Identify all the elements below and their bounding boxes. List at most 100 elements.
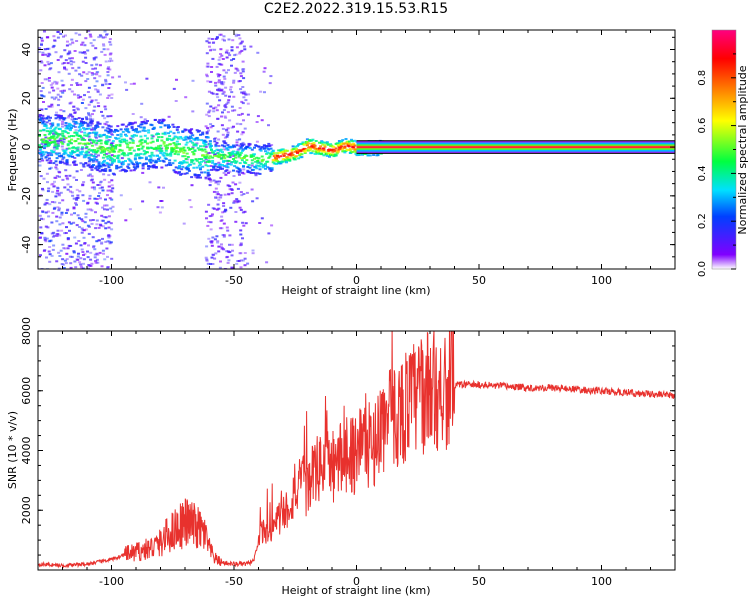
heat-cell bbox=[72, 197, 76, 200]
heat-cell bbox=[343, 146, 347, 149]
heat-cell bbox=[239, 233, 243, 236]
heat-cell bbox=[47, 130, 51, 133]
heat-cell bbox=[74, 32, 78, 35]
heat-cell bbox=[64, 262, 68, 265]
heat-cell bbox=[45, 198, 49, 201]
heat-cell bbox=[176, 131, 180, 134]
snr-frame bbox=[37, 330, 676, 571]
heat-cell bbox=[77, 117, 81, 120]
heat-cell bbox=[238, 52, 242, 55]
heat-cell bbox=[52, 89, 56, 92]
heat-cell bbox=[49, 67, 53, 70]
heat-cell bbox=[143, 141, 147, 144]
heat-cell bbox=[81, 150, 84, 153]
heat-cell bbox=[167, 124, 170, 127]
heat-cell bbox=[64, 124, 68, 127]
heat-cell bbox=[199, 167, 202, 170]
heat-cell bbox=[270, 224, 274, 227]
heat-cell bbox=[240, 144, 244, 147]
heat-cell bbox=[74, 129, 78, 132]
heat-cell bbox=[320, 152, 324, 155]
heat-cell bbox=[79, 83, 83, 86]
heat-cell bbox=[305, 144, 309, 147]
heat-cell bbox=[215, 235, 219, 238]
heat-cell bbox=[303, 152, 307, 154]
heat-cell bbox=[222, 90, 226, 93]
heat-cell bbox=[111, 187, 115, 190]
heat-cell bbox=[60, 229, 64, 232]
heat-cell bbox=[226, 144, 230, 147]
heat-cell bbox=[121, 123, 125, 126]
heat-cell bbox=[119, 135, 123, 138]
heat-cell bbox=[260, 146, 264, 148]
heat-cell bbox=[206, 169, 210, 172]
heat-cell bbox=[214, 84, 218, 87]
heat-cell bbox=[227, 193, 231, 196]
heat-cell bbox=[43, 238, 47, 241]
heat-cell bbox=[176, 126, 180, 128]
heat-cell bbox=[52, 44, 56, 47]
heat-cell bbox=[307, 142, 310, 145]
heat-cell bbox=[73, 151, 77, 153]
heat-cell bbox=[47, 79, 51, 82]
heat-cell bbox=[61, 158, 65, 161]
heat-cell bbox=[88, 173, 92, 176]
heat-cell bbox=[66, 125, 70, 128]
heat-cell bbox=[95, 151, 99, 154]
heat-cell bbox=[271, 149, 275, 152]
heat-cell bbox=[104, 80, 108, 83]
heat-cell bbox=[111, 140, 115, 143]
heat-cell bbox=[270, 168, 274, 171]
heat-cell bbox=[348, 149, 352, 152]
heat-cell bbox=[106, 266, 110, 269]
heat-cell bbox=[68, 57, 72, 60]
heat-cell bbox=[91, 44, 95, 47]
heat-cell bbox=[192, 166, 196, 169]
heat-cell bbox=[45, 127, 49, 130]
heat-cell bbox=[226, 229, 230, 232]
heat-cell bbox=[150, 124, 154, 127]
heat-cell bbox=[278, 151, 282, 154]
heat-cell bbox=[72, 105, 76, 108]
heat-cell bbox=[44, 211, 48, 214]
heat-cell bbox=[73, 122, 77, 125]
heat-cell bbox=[181, 130, 185, 133]
heat-cell bbox=[199, 176, 202, 179]
heat-cell bbox=[322, 149, 326, 152]
heat-cell bbox=[41, 118, 45, 121]
heat-cell bbox=[176, 137, 180, 140]
heat-cell bbox=[174, 171, 178, 174]
heat-cell bbox=[319, 145, 323, 148]
heat-cell bbox=[65, 252, 69, 255]
heat-cell bbox=[189, 163, 192, 166]
heat-cell bbox=[87, 112, 90, 115]
heat-cell bbox=[89, 208, 93, 211]
heat-cell bbox=[245, 159, 249, 162]
heat-cell bbox=[56, 134, 60, 137]
heat-cell bbox=[38, 214, 42, 217]
heat-cell bbox=[98, 170, 102, 173]
heat-cell bbox=[214, 165, 218, 168]
heat-cell bbox=[87, 267, 90, 269]
heat-cell bbox=[55, 192, 59, 195]
heat-cell bbox=[211, 253, 215, 256]
heat-cell bbox=[53, 39, 57, 42]
heat-cell bbox=[244, 222, 248, 225]
heat-cell bbox=[215, 180, 219, 183]
heat-cell bbox=[218, 163, 222, 166]
heat-cell bbox=[78, 128, 82, 131]
heat-cell bbox=[220, 124, 224, 127]
heat-cell bbox=[68, 88, 72, 91]
heat-cell bbox=[135, 134, 138, 137]
heat-cell bbox=[92, 58, 96, 61]
heat-cell bbox=[200, 148, 204, 151]
heat-cell bbox=[157, 158, 161, 160]
heat-cell bbox=[51, 248, 55, 251]
heat-cell bbox=[117, 159, 121, 162]
heat-cell bbox=[69, 101, 73, 104]
heat-cell bbox=[235, 139, 239, 141]
heat-cell bbox=[60, 79, 64, 82]
heat-cell bbox=[205, 217, 208, 220]
heat-cell bbox=[142, 127, 146, 130]
heat-cell bbox=[183, 161, 187, 164]
